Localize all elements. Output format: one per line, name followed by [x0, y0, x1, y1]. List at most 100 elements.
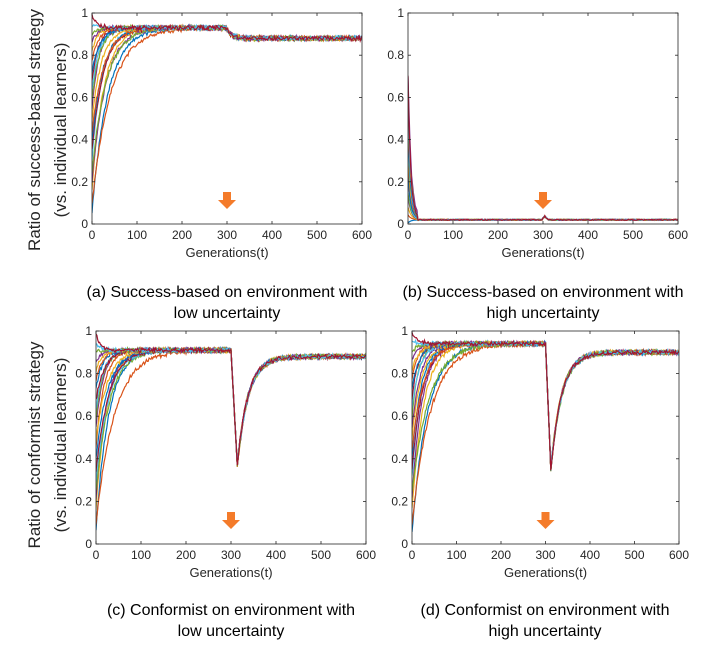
series-group-c [96, 333, 366, 531]
y-title-top-line1: Ratio of success-based strategy [25, 9, 44, 251]
x-axis-label-c: Generations(t) [189, 565, 272, 580]
series-line-c-20 [96, 333, 366, 466]
y-title-top-line2: (vs. individual learners) [51, 43, 70, 218]
series-line-c-0 [96, 346, 366, 531]
y-tick-label-b: 1 [397, 6, 404, 20]
series-line-c-13 [96, 346, 366, 465]
x-tick-label-d: 100 [446, 548, 466, 562]
y-tick-label-c: 0.2 [75, 494, 92, 508]
series-line-d-1 [412, 340, 679, 525]
series-line-c-1 [96, 346, 366, 525]
panel-a: 0 100 200 300 400 500 600 0 0.2 0.4 0.6 0.8 1 Generat… [71, 6, 372, 322]
series-line-c-2 [96, 346, 366, 510]
y-tick-label-b: 0.2 [387, 175, 404, 189]
x-axis-label-a: Generations(t) [185, 245, 268, 260]
series-line-c-7 [96, 345, 366, 465]
y-axis-title-top: Ratio of success-based strategy (vs. ind… [25, 9, 70, 251]
series-line-a-3 [92, 24, 362, 183]
x-tick-label-a: 500 [307, 228, 327, 242]
y-tick-label-a: 0 [81, 217, 88, 231]
x-tick-label-a: 200 [172, 228, 192, 242]
x-tick-label-a: 0 [89, 228, 96, 242]
x-tick-label-a: 100 [127, 228, 147, 242]
y-tick-label-c: 1 [85, 324, 92, 338]
x-tick-label-d: 0 [409, 548, 416, 562]
series-line-c-12 [96, 346, 366, 467]
y-tick-label-d: 0.4 [391, 452, 408, 466]
x-tick-label-c: 600 [356, 548, 376, 562]
y-title-bottom-line1: Ratio of conformist strategy [25, 341, 44, 548]
y-tick-label-d: 0.2 [391, 494, 408, 508]
series-line-d-20 [412, 332, 679, 471]
series-line-c-14 [96, 346, 366, 467]
y-tick-label-d: 0.6 [391, 409, 408, 423]
x-tick-label-b: 100 [443, 228, 463, 242]
series-line-a-2 [92, 24, 362, 190]
series-line-c-6 [96, 346, 366, 472]
series-line-c-5 [96, 346, 366, 482]
series-line-c-9 [96, 346, 366, 464]
x-tick-label-b: 0 [405, 228, 412, 242]
series-line-c-10 [96, 346, 366, 465]
y-tick-label-a: 0.4 [71, 133, 88, 147]
x-tick-label-c: 100 [131, 548, 151, 562]
y-tick-label-c: 0 [85, 537, 92, 551]
series-line-a-6 [92, 24, 362, 150]
series-line-a-5 [92, 23, 362, 161]
down-arrow-icon-a [218, 192, 236, 209]
series-group-a [92, 14, 362, 214]
y-tick-label-d: 1 [401, 324, 408, 338]
panel-b: 0 100 200 300 400 500 600 0 0.2 0.4 0.6 0.8 1 Generat… [387, 6, 688, 322]
series-line-c-16 [96, 346, 366, 467]
caption-a-line1: (a) Success-based on environment with [86, 284, 367, 301]
series-line-a-7 [92, 24, 362, 140]
caption-c-line1: (c) Conformist on environment with [107, 602, 355, 619]
caption-b-line1: (b) Success-based on environment with [402, 284, 683, 301]
y-title-bottom-line2: (vs. individual learners) [51, 358, 70, 533]
x-tick-label-d: 400 [580, 548, 600, 562]
series-group-d [412, 332, 679, 533]
y-tick-label-c: 0.4 [75, 452, 92, 466]
x-tick-label-a: 400 [262, 228, 282, 242]
x-tick-label-c: 200 [176, 548, 196, 562]
y-tick-label-c: 0.8 [75, 367, 92, 381]
series-line-a-20 [92, 14, 362, 44]
series-line-a-1 [92, 24, 362, 204]
series-line-c-8 [96, 346, 366, 465]
panel-c: 0 100 200 300 400 500 600 0 0.2 0.4 0.6 0.8 1 Generat… [75, 324, 376, 640]
x-tick-label-c: 0 [93, 548, 100, 562]
y-tick-label-d: 0.8 [391, 367, 408, 381]
x-tick-label-b: 600 [668, 228, 688, 242]
series-line-a-0 [92, 23, 362, 214]
x-tick-label-b: 200 [488, 228, 508, 242]
x-tick-label-c: 500 [311, 548, 331, 562]
y-tick-label-b: 0 [397, 217, 404, 231]
x-tick-label-d: 200 [491, 548, 511, 562]
caption-b-line2: high uncertainty [487, 305, 600, 322]
y-tick-label-a: 0.8 [71, 48, 88, 62]
x-tick-label-d: 500 [624, 548, 644, 562]
series-line-c-17 [96, 345, 366, 466]
series-line-d-0 [412, 339, 679, 533]
y-tick-label-b: 0.6 [387, 90, 404, 104]
x-tick-label-b: 400 [578, 228, 598, 242]
y-tick-label-a: 0.6 [71, 90, 88, 104]
down-arrow-icon-d [536, 512, 555, 529]
x-tick-label-d: 600 [669, 548, 689, 562]
series-line-c-18 [96, 346, 366, 467]
x-tick-label-d: 300 [535, 548, 555, 562]
y-axis-title-bottom: Ratio of conformist strategy (vs. indivi… [25, 341, 70, 548]
series-line-c-11 [96, 346, 366, 465]
y-tick-label-d: 0 [401, 537, 408, 551]
caption-d-line2: high uncertainty [489, 623, 602, 640]
x-tick-label-a: 300 [217, 228, 237, 242]
y-tick-label-c: 0.6 [75, 409, 92, 423]
down-arrow-icon-b [534, 192, 552, 209]
series-line-c-15 [96, 346, 366, 467]
x-tick-label-b: 500 [623, 228, 643, 242]
panels: 0 100 200 300 400 500 60000.20.40.60.81Generat… [71, 6, 689, 640]
x-tick-label-c: 300 [221, 548, 241, 562]
caption-d-line1: (d) Conformist on environment with [421, 602, 670, 619]
y-tick-label-b: 0.4 [387, 133, 404, 147]
